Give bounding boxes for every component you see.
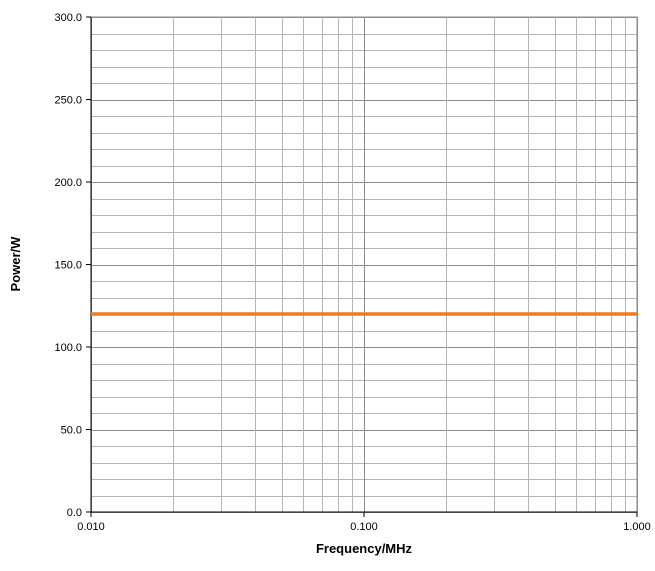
x-tick-label: 1.000 bbox=[623, 521, 651, 533]
y-tick-label: 250.0 bbox=[54, 95, 82, 107]
y-tick-label: 150.0 bbox=[54, 260, 82, 272]
y-tick-label: 200.0 bbox=[54, 177, 82, 189]
x-tick-labels: 0.010 0.100 1.000 bbox=[77, 512, 651, 533]
y-axis-title: Power/W bbox=[8, 236, 23, 292]
y-tick-label: 100.0 bbox=[54, 342, 82, 354]
x-axis-title: Frequency/MHz bbox=[316, 541, 413, 556]
y-tick-label: 300.0 bbox=[54, 12, 82, 24]
y-tick-label: 0.0 bbox=[67, 507, 82, 519]
x-tick-label: 0.010 bbox=[77, 521, 105, 533]
y-tick-labels: 0.0 50.0 100.0 150.0 200.0 250.0 300.0 bbox=[54, 12, 91, 519]
y-tick-label: 50.0 bbox=[61, 425, 82, 437]
x-tick-label: 0.100 bbox=[350, 521, 378, 533]
grid bbox=[91, 17, 638, 513]
